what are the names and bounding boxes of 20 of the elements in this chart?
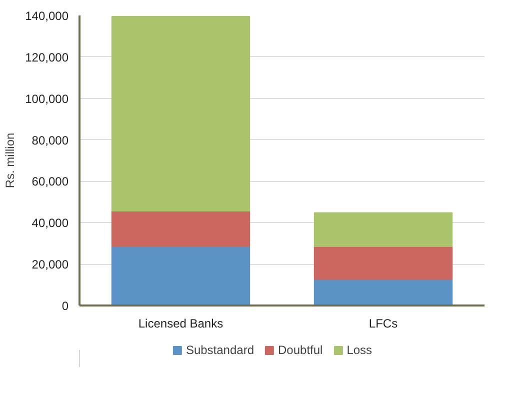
y-axis-title: Rs. million <box>3 132 18 188</box>
y-tick-label: 120,000 <box>25 50 69 64</box>
legend-label: Substandard <box>186 343 254 357</box>
y-tick-label: 100,000 <box>25 92 69 106</box>
y-tick-label: 20,000 <box>32 258 69 272</box>
legend-label: Loss <box>346 343 372 357</box>
y-tick-label: 140,000 <box>25 9 69 23</box>
bar <box>314 246 453 280</box>
bar <box>111 210 250 247</box>
y-tick-label: 80,000 <box>32 133 69 148</box>
bar <box>111 246 250 306</box>
x-tick-label: Licensed Banks <box>138 316 224 330</box>
y-tick-label: 40,000 <box>32 216 69 230</box>
bar <box>111 16 250 212</box>
legend-label: Doubtful <box>278 343 323 357</box>
y-tick-label: 0 <box>62 299 69 313</box>
x-tick-label: LFCs <box>368 316 398 330</box>
bar <box>314 278 453 306</box>
bar <box>314 212 453 247</box>
y-tick-label: 60,000 <box>32 174 69 189</box>
